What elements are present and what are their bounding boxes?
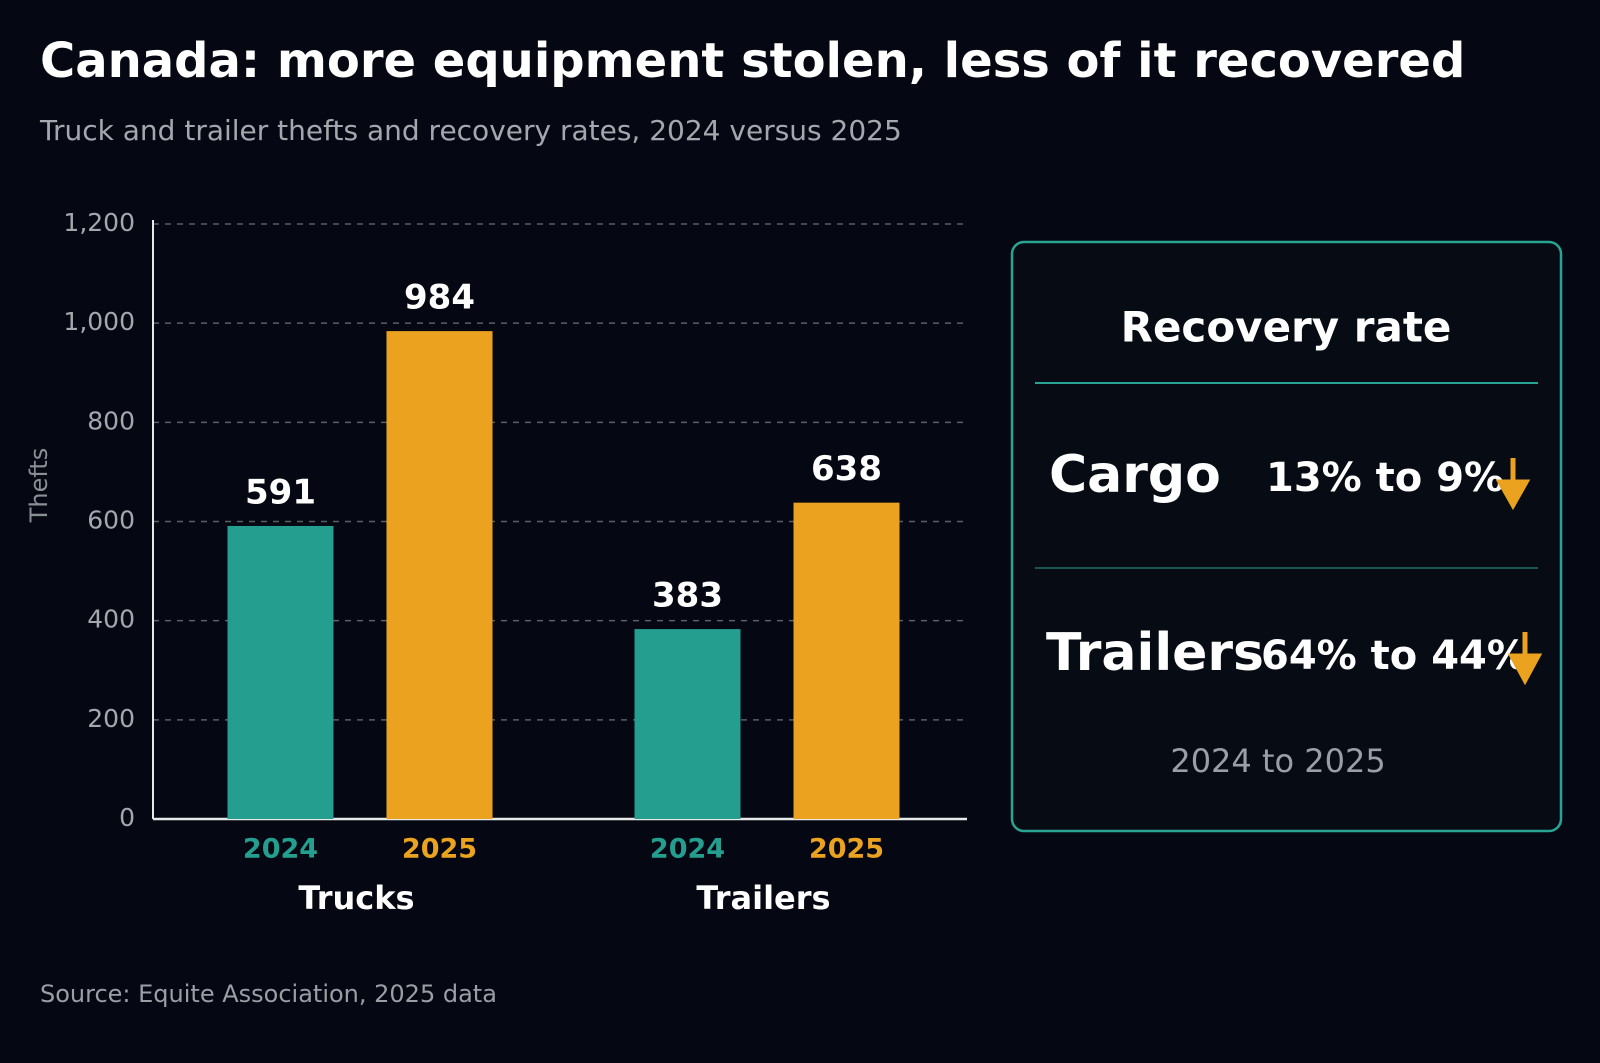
y-tick-label: 1,200	[63, 208, 135, 237]
panel-title: Recovery rate	[1121, 303, 1452, 352]
legend-label: 2024	[243, 834, 318, 865]
legend-label: 2024	[650, 834, 725, 865]
chart-title: Canada: more equipment stolen, less of i…	[40, 33, 1465, 89]
source-note: Source: Equite Association, 2025 data	[40, 980, 497, 1008]
y-tick-label: 600	[87, 506, 135, 535]
y-tick-label: 400	[87, 605, 135, 634]
value-label: 984	[404, 278, 475, 318]
value-label: 383	[652, 576, 723, 616]
panel-note: 2024 to 2025	[1170, 742, 1385, 780]
y-tick-label: 0	[119, 803, 135, 832]
panel-row-label: Cargo	[1049, 445, 1221, 505]
chart-subtitle: Truck and trailer thefts and recovery ra…	[39, 114, 902, 147]
bar	[793, 502, 900, 819]
down-arrow	[1507, 632, 1543, 686]
panel-row-label: Trailers	[1046, 623, 1264, 683]
y-axis-title: Thefts	[25, 448, 53, 524]
value-label: 591	[245, 472, 316, 512]
panel-row-value: 13% to 9%	[1266, 455, 1504, 501]
value-label: 638	[811, 449, 882, 489]
bar	[386, 331, 493, 819]
recovery-panel	[1010, 240, 1563, 833]
legend-label: 2025	[809, 834, 884, 865]
down-arrow	[1495, 458, 1531, 511]
legend-label: 2025	[402, 834, 477, 865]
x-tick-label: Trailers	[696, 879, 830, 917]
bar	[634, 629, 741, 819]
x-tick-label: Trucks	[298, 879, 414, 917]
y-tick-label: 1,000	[63, 307, 135, 336]
panel-row-value: 64% to 44%	[1261, 633, 1527, 679]
bar	[227, 525, 334, 819]
y-tick-label: 200	[87, 704, 135, 733]
y-tick-label: 800	[87, 406, 135, 435]
